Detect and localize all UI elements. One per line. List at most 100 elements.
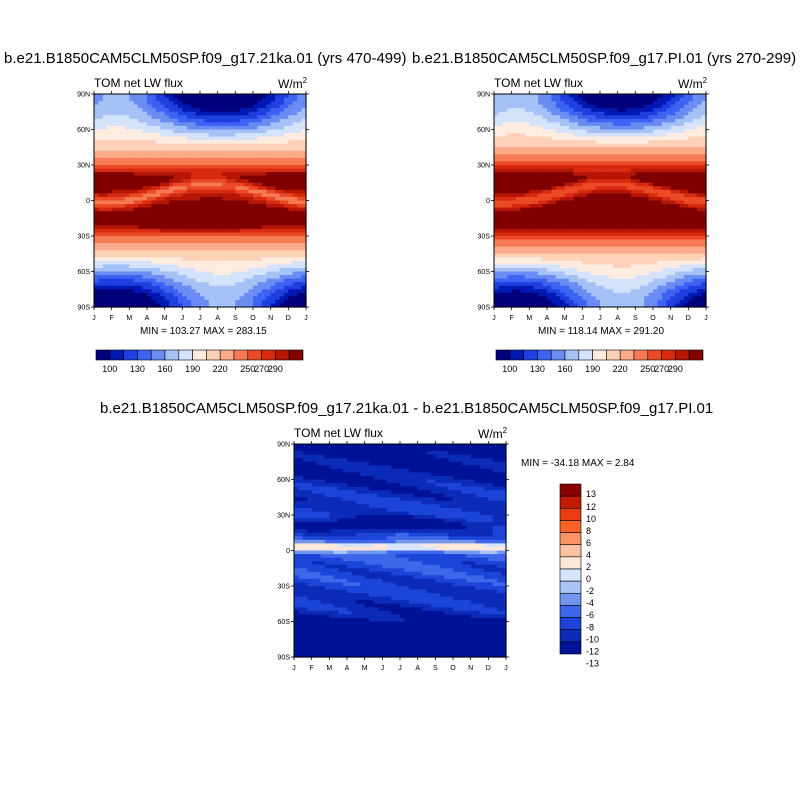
panel2-colorbar-box [578, 349, 593, 361]
panel3-colorbar-label: 2 [586, 562, 591, 572]
panel2-colorbar-label: 160 [557, 364, 572, 374]
panel2-colorbar-label: 220 [613, 364, 628, 374]
panel3-ytick-label: 60S [278, 619, 291, 626]
panel1-ytick-label: 90S [78, 305, 91, 312]
panel1-xtick-label: N [268, 315, 273, 322]
panel2-colorbar-box [661, 349, 676, 361]
panel3-xtick-label: A [415, 665, 420, 672]
panel2-colorbar-box [606, 349, 621, 361]
panel3-ytick-label: 90S [278, 655, 291, 662]
panel1-xtick-label: S [233, 315, 238, 322]
panel2-xtick-label: N [668, 315, 673, 322]
panel3-colorbar-box [559, 617, 582, 631]
panel2-colorbar-label: 100 [502, 364, 517, 374]
panel3-xtick-label: M [362, 665, 368, 672]
panel2-colorbar-label: 130 [530, 364, 545, 374]
panel2-stats: MIN = 118.14 MAX = 291.20 [538, 326, 665, 337]
panel3-colorbar-label: -12 [586, 646, 599, 656]
panel2-xtick-label: D [686, 315, 691, 322]
panel1-colorbar-label: 270 [254, 364, 269, 374]
panel1-xtick-label: D [286, 315, 291, 322]
panel3-colorbar-box [559, 483, 582, 497]
panel2-colorbar-box [688, 349, 704, 361]
panel2-colorbar-box [537, 349, 552, 361]
panel2-colorbar-label: 290 [668, 364, 683, 374]
panel1-title: b.e21.B1850CAM5CLM50SP.f09_g17.21ka.01 (… [4, 50, 407, 67]
panel1-units-sup: 2 [302, 76, 308, 85]
panel2-xtick-label: S [633, 315, 638, 322]
panel3-xtick-label: J [292, 665, 296, 672]
panel3-ytick-label: 90N [277, 442, 290, 449]
panel3-plot [294, 444, 507, 658]
panel1-colorbar-box [288, 349, 304, 361]
panel1-colorbar-label: 250 [240, 364, 255, 374]
panel2-units-text: W/m [678, 77, 703, 91]
panel3-colorbar-box [559, 605, 582, 618]
panel1-colorbar-label: 220 [213, 364, 228, 374]
panel2-xtick-label: M [526, 315, 532, 322]
panel1-colorbar-box [233, 349, 249, 361]
panel1-colorbar-box [219, 349, 235, 361]
panel2-colorbar-box [564, 349, 580, 361]
panel3-colorbar-label: -10 [586, 634, 599, 644]
panel1-xtick-label: J [198, 315, 202, 322]
panel2-ytick-label: 90S [478, 305, 491, 312]
panel1-colorbar-box [123, 349, 138, 361]
panel3-title: b.e21.B1850CAM5CLM50SP.f09_g17.21ka.01 -… [100, 400, 714, 417]
panel1-xtick-label: J [181, 315, 185, 322]
panel3-colorbar-box [559, 592, 582, 606]
panel3-colorbar-label: 12 [586, 502, 596, 512]
panel1-colorbar-box [164, 349, 180, 361]
panel3-units: W/m2 [478, 426, 507, 441]
panel2-plot [494, 94, 707, 308]
panel2-xtick-label: J [581, 315, 585, 322]
panel1-colorbar-box [109, 349, 124, 361]
panel2-xtick-label: F [510, 315, 514, 322]
panel3-xtick-label: O [450, 665, 456, 672]
panel1-colorbar-label: 130 [130, 364, 145, 374]
panel3-colorbar-label: 4 [586, 550, 591, 560]
panel3-colorbar-box [559, 641, 582, 655]
panel2-colorbar-box [523, 349, 538, 361]
panel3-xtick-label: J [504, 665, 508, 672]
panel1-ytick-label: 30S [78, 234, 91, 241]
panel1-ytick-label: 90N [77, 92, 90, 99]
panel2-ytick-label: 90N [477, 92, 490, 99]
panel3-colorbar-label: 8 [586, 526, 591, 536]
panel1-colorbar-label: 290 [268, 364, 283, 374]
panel3-xtick-label: D [486, 665, 491, 672]
panel2-colorbar-box [647, 349, 662, 361]
panel2-ytick-label: 30N [477, 163, 490, 170]
panel1-xtick-label: J [92, 315, 96, 322]
panel2-colorbar-box [495, 349, 511, 361]
panel3-xtick-label: J [381, 665, 385, 672]
panel3-colorbar-label: -13 [586, 658, 599, 668]
panel2-xtick-label: J [598, 315, 602, 322]
panel1-units-text: W/m [278, 77, 303, 91]
panel1-ytick-label: 60S [78, 269, 91, 276]
panel1-colorbar-label: 100 [102, 364, 117, 374]
panel1-colorbar-label: 190 [185, 364, 200, 374]
panel3-colorbar-box [559, 568, 582, 582]
panel3-colorbar-box [559, 629, 582, 643]
panel3-colorbar-label: -2 [586, 586, 594, 596]
panel3-colorbar-box [559, 532, 582, 546]
panel1-colorbar-box [247, 349, 262, 361]
panel1-colorbar-box [137, 349, 152, 361]
panel2-colorbar-box [550, 349, 566, 361]
panel1-stats: MIN = 103.27 MAX = 283.15 [140, 326, 267, 337]
panel2-colorbar-label: 270 [654, 364, 669, 374]
panel3-colorbar-label: 13 [586, 489, 596, 499]
panel3-xtick-label: F [310, 665, 314, 672]
panel2-colorbar-label: 250 [640, 364, 655, 374]
panel2-xtick-label: O [650, 315, 656, 322]
panel1-xtick-label: F [110, 315, 114, 322]
panel3-ytick-label: 30S [278, 584, 291, 591]
panel3-units-text: W/m [478, 427, 503, 441]
panel3-colorbar-label: 6 [586, 538, 591, 548]
panel1-colorbar-box [192, 349, 207, 361]
panel3-colorbar-label: -4 [586, 598, 594, 608]
panel1-units: W/m2 [278, 76, 307, 91]
panel1-xtick-label: M [126, 315, 132, 322]
